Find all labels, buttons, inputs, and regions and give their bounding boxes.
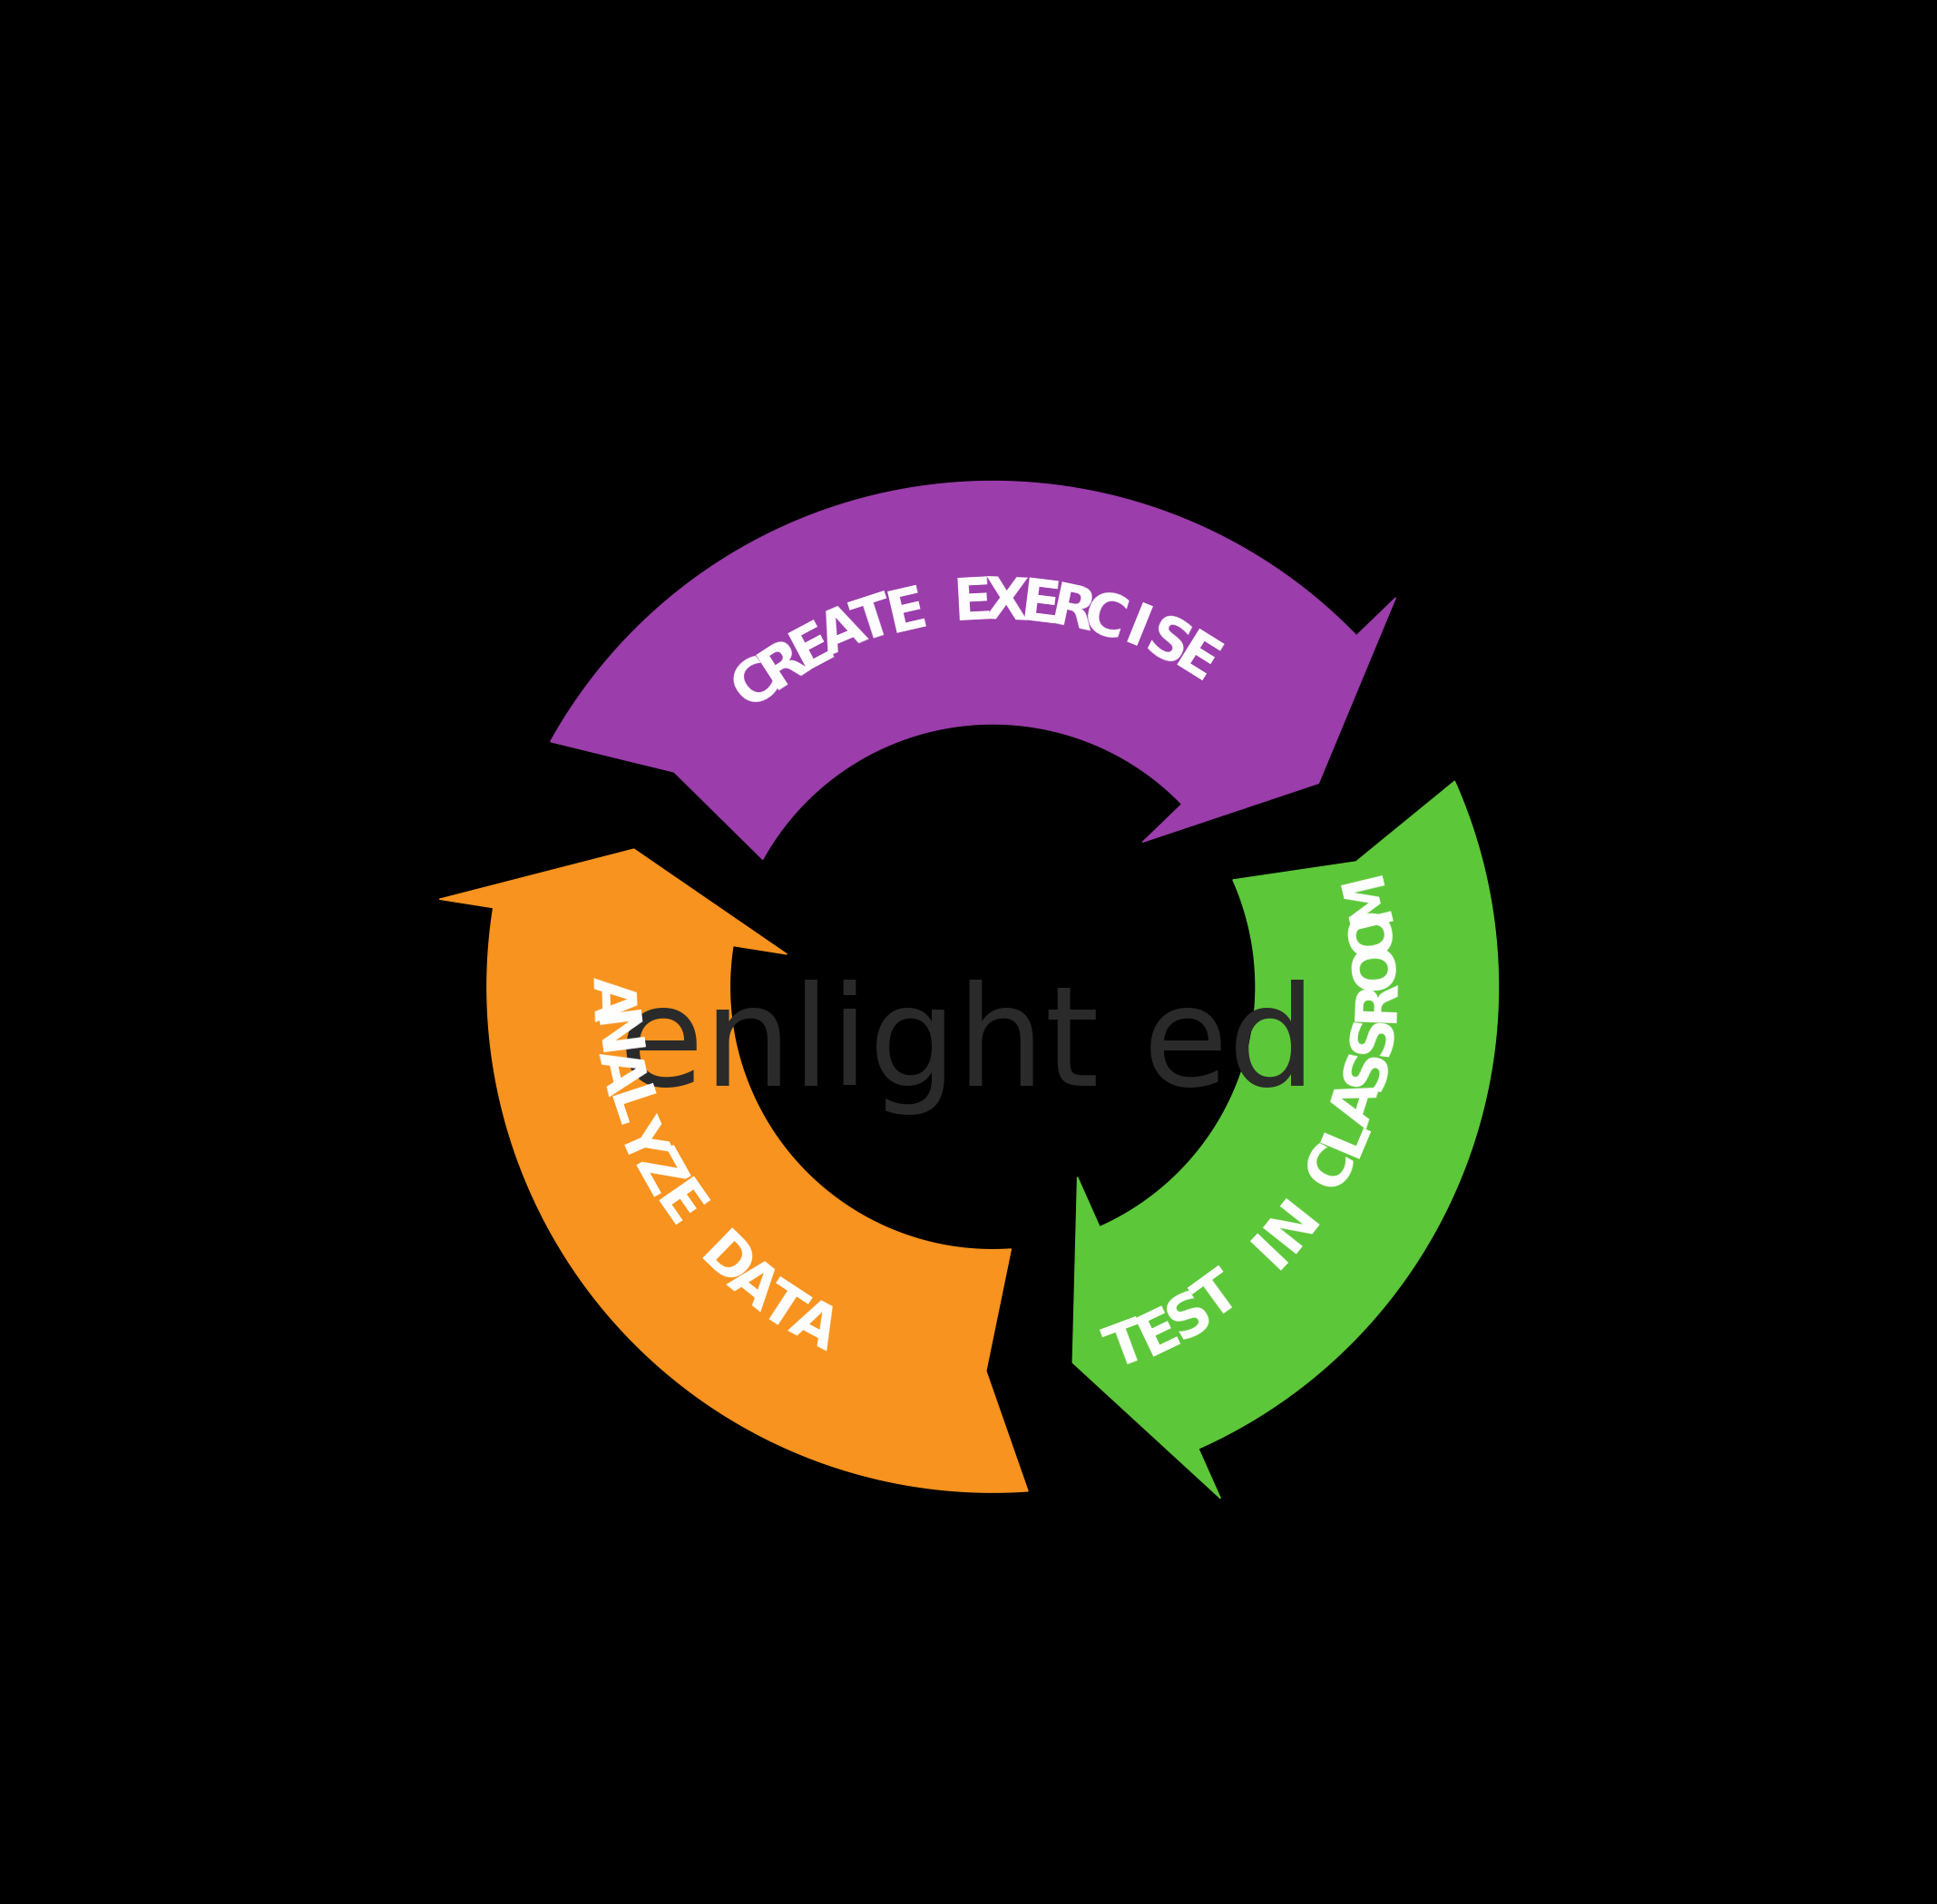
Text: E: E — [1164, 626, 1228, 695]
Text: A: A — [1325, 1074, 1393, 1133]
Text: A: A — [579, 975, 637, 1022]
Text: E: E — [951, 573, 994, 632]
Text: E: E — [1017, 575, 1063, 636]
Text: L: L — [595, 1081, 661, 1133]
Text: S: S — [1156, 1281, 1222, 1352]
Text: E: E — [881, 581, 932, 644]
Text: N: N — [1257, 1188, 1331, 1262]
Polygon shape — [550, 482, 1397, 859]
Text: R: R — [1348, 977, 1406, 1024]
Text: E: E — [643, 1173, 711, 1238]
Text: S: S — [1337, 1043, 1400, 1095]
Text: A: A — [717, 1251, 786, 1323]
Text: O: O — [1342, 902, 1404, 960]
Text: A: A — [781, 1291, 846, 1361]
Text: A: A — [585, 1043, 651, 1101]
Text: R: R — [750, 628, 817, 701]
Text: C: C — [1077, 586, 1133, 653]
Text: C: C — [1298, 1135, 1368, 1200]
Text: X: X — [982, 573, 1029, 632]
Text: S: S — [1344, 1011, 1404, 1059]
Text: A: A — [812, 598, 874, 668]
Text: M: M — [1333, 863, 1400, 931]
Text: E: E — [1129, 1299, 1189, 1367]
Text: S: S — [1135, 609, 1199, 680]
Text: enlight ed: enlight ed — [618, 981, 1315, 1116]
Text: O: O — [1346, 939, 1406, 992]
Text: I: I — [1244, 1224, 1300, 1279]
Polygon shape — [440, 849, 1029, 1493]
Text: T: T — [750, 1274, 814, 1342]
Text: D: D — [688, 1224, 761, 1299]
Text: I: I — [1116, 600, 1156, 661]
Text: T: T — [846, 588, 901, 655]
Text: E: E — [783, 613, 843, 682]
Polygon shape — [1073, 781, 1499, 1498]
Text: L: L — [1313, 1108, 1379, 1163]
Text: R: R — [1044, 579, 1100, 644]
Text: Z: Z — [622, 1142, 692, 1207]
Text: T: T — [1185, 1262, 1251, 1333]
Text: T: T — [1098, 1314, 1154, 1380]
Text: C: C — [723, 649, 790, 720]
Text: Y: Y — [606, 1112, 676, 1173]
Text: N: N — [581, 1007, 643, 1062]
